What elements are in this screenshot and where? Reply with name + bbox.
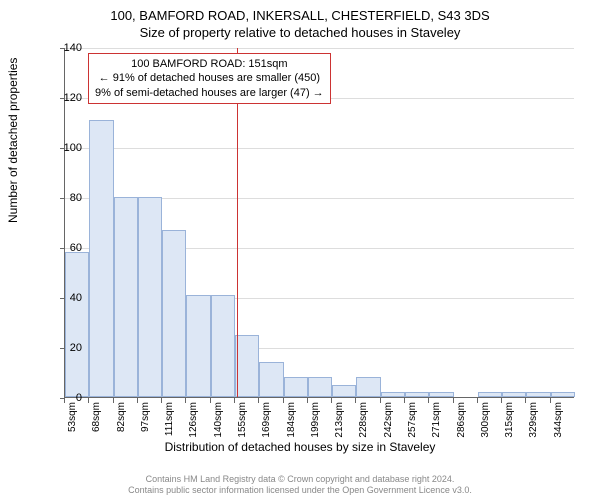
- xtick-mark: [331, 398, 332, 403]
- xtick-label: 199sqm: [310, 402, 321, 438]
- xtick-label: 286sqm: [456, 402, 467, 438]
- xtick-mark: [307, 398, 308, 403]
- y-axis-label: Number of detached properties: [6, 58, 20, 223]
- x-axis-label: Distribution of detached houses by size …: [0, 440, 600, 454]
- xtick-mark: [550, 398, 551, 403]
- xtick-label: 228sqm: [358, 402, 369, 438]
- histogram-bar: [405, 392, 429, 397]
- xtick-label: 242sqm: [383, 402, 394, 438]
- histogram-bar: [502, 392, 526, 397]
- histogram-bar: [65, 252, 89, 397]
- xtick-label: 184sqm: [286, 402, 297, 438]
- xtick-mark: [355, 398, 356, 403]
- annotation-line-3: 9% of semi-detached houses are larger (4…: [95, 86, 324, 100]
- xtick-mark: [210, 398, 211, 403]
- xtick-label: 300sqm: [480, 402, 491, 438]
- gridline: [65, 148, 574, 149]
- xtick-mark: [453, 398, 454, 403]
- chart-container: 100, BAMFORD ROAD, INKERSALL, CHESTERFIE…: [0, 0, 600, 500]
- chart-title-address: 100, BAMFORD ROAD, INKERSALL, CHESTERFIE…: [0, 8, 600, 23]
- xtick-mark: [185, 398, 186, 403]
- xtick-mark: [234, 398, 235, 403]
- ytick-label: 120: [52, 92, 82, 104]
- xtick-label: 271sqm: [431, 402, 442, 438]
- histogram-bar: [551, 392, 575, 397]
- footer-line-1: Contains HM Land Registry data © Crown c…: [0, 474, 600, 485]
- xtick-label: 97sqm: [140, 402, 151, 432]
- xtick-mark: [501, 398, 502, 403]
- xtick-label: 68sqm: [91, 402, 102, 432]
- histogram-bar: [429, 392, 453, 397]
- xtick-label: 169sqm: [261, 402, 272, 438]
- xtick-mark: [161, 398, 162, 403]
- ytick-label: 140: [52, 42, 82, 54]
- ytick-label: 60: [52, 242, 82, 254]
- footer-line-2: Contains public sector information licen…: [0, 485, 600, 496]
- xtick-mark: [64, 398, 65, 403]
- annotation-line-1: 100 BAMFORD ROAD: 151sqm: [95, 57, 324, 71]
- xtick-mark: [428, 398, 429, 403]
- xtick-label: 344sqm: [553, 402, 564, 438]
- chart-title-desc: Size of property relative to detached ho…: [0, 25, 600, 40]
- xtick-mark: [477, 398, 478, 403]
- xtick-label: 82sqm: [116, 402, 127, 432]
- histogram-bar: [114, 197, 138, 397]
- annotation-box: 100 BAMFORD ROAD: 151sqm ← 91% of detach…: [88, 53, 331, 104]
- ytick-label: 20: [52, 342, 82, 354]
- histogram-bar: [356, 377, 380, 397]
- footer-attribution: Contains HM Land Registry data © Crown c…: [0, 474, 600, 496]
- histogram-bar: [526, 392, 550, 397]
- ytick-label: 100: [52, 142, 82, 154]
- histogram-bar: [186, 295, 210, 398]
- xtick-label: 155sqm: [237, 402, 248, 438]
- gridline: [65, 48, 574, 49]
- histogram-bar: [89, 120, 113, 398]
- xtick-label: 111sqm: [164, 402, 175, 436]
- histogram-bar: [211, 295, 235, 398]
- histogram-bar: [162, 230, 186, 398]
- xtick-label: 257sqm: [407, 402, 418, 438]
- annotation-line-2: ← 91% of detached houses are smaller (45…: [95, 71, 324, 85]
- xtick-mark: [88, 398, 89, 403]
- histogram-bar: [235, 335, 259, 398]
- ytick-label: 80: [52, 192, 82, 204]
- xtick-label: 315sqm: [504, 402, 515, 438]
- ytick-label: 40: [52, 292, 82, 304]
- xtick-label: 213sqm: [334, 402, 345, 438]
- xtick-label: 53sqm: [67, 402, 78, 432]
- xtick-mark: [137, 398, 138, 403]
- histogram-bar: [332, 385, 356, 398]
- histogram-bar: [284, 377, 308, 397]
- xtick-label: 126sqm: [188, 402, 199, 438]
- histogram-bar: [308, 377, 332, 397]
- xtick-mark: [380, 398, 381, 403]
- xtick-mark: [404, 398, 405, 403]
- histogram-bar: [138, 197, 162, 397]
- xtick-mark: [113, 398, 114, 403]
- xtick-mark: [525, 398, 526, 403]
- xtick-label: 140sqm: [213, 402, 224, 438]
- histogram-bar: [259, 362, 283, 397]
- histogram-bar: [478, 392, 502, 397]
- xtick-mark: [258, 398, 259, 403]
- histogram-bar: [381, 392, 405, 397]
- xtick-mark: [283, 398, 284, 403]
- xtick-label: 329sqm: [528, 402, 539, 438]
